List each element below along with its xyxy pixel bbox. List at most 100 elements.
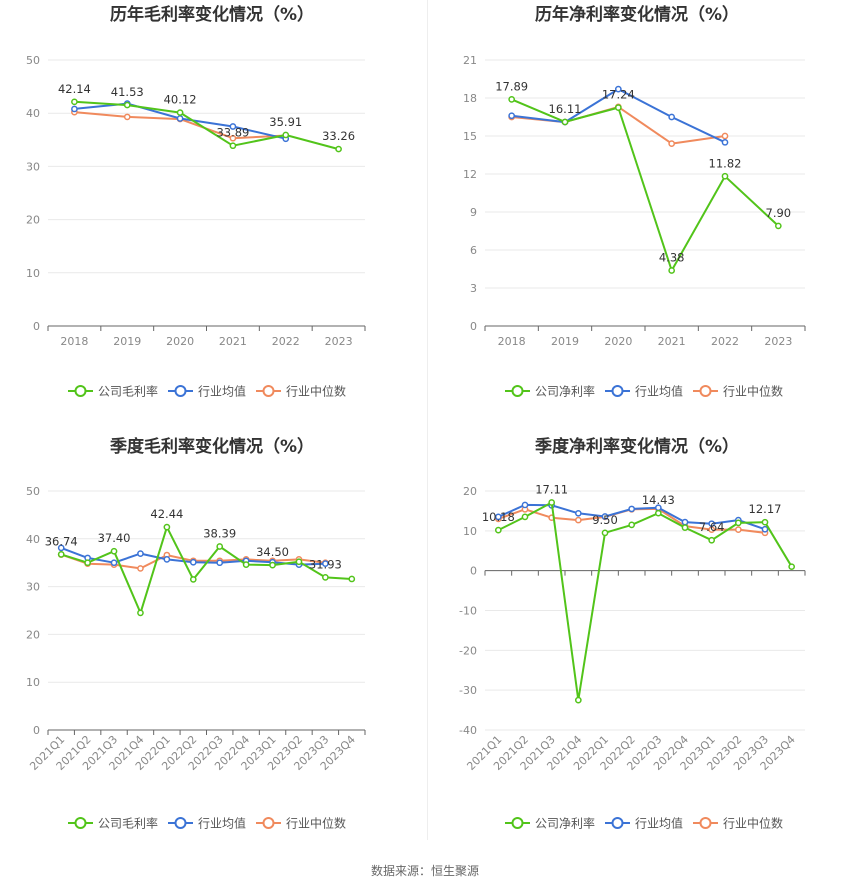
x-tick-label: 2020 (166, 335, 194, 348)
x-tick-label: 2018 (498, 335, 526, 348)
chart-svg: 历年毛利率变化情况（%） 0 10 20 30 40 50 2018 2019 2020 2021 2… (26, 4, 366, 399)
data-label: 10.18 (482, 510, 515, 524)
series-line-company (60, 526, 352, 614)
data-point-industry-avg (681, 518, 689, 526)
y-tick-label: 40 (26, 107, 40, 120)
data-point-industry-avg (189, 558, 197, 566)
data-label: 11.82 (709, 156, 742, 170)
data-point-company (57, 551, 65, 558)
data-point-industry-avg (574, 509, 582, 517)
data-point-company (189, 576, 197, 583)
data-label: 7.64 (699, 520, 725, 534)
data-point-industry-avg (721, 138, 729, 146)
data-point-company (110, 547, 118, 555)
data-point-industry-median (574, 516, 582, 524)
data-point-company (282, 131, 290, 139)
data-label: 34.50 (256, 545, 289, 559)
data-point-company (628, 521, 636, 529)
data-point-industry-avg (57, 544, 65, 552)
legend-label-industry-median: 行业中位数 (286, 816, 346, 831)
data-point-company (561, 118, 569, 126)
data-point-industry-median (229, 134, 237, 142)
data-point-industry-avg (322, 560, 329, 568)
data-point-industry-avg (71, 105, 78, 113)
data-label: 37.40 (98, 531, 131, 545)
data-point-industry-avg (229, 123, 237, 130)
y-tick-label: 15 (463, 130, 477, 143)
data-point-company (295, 558, 303, 566)
legend-marker-industry-avg (611, 385, 624, 397)
data-label: 41.53 (111, 85, 144, 99)
x-tick-label: 2021 (219, 335, 247, 348)
y-tick-label: -30 (459, 684, 477, 697)
y-tick-label: 20 (463, 485, 477, 498)
y-tick-label: 0 (470, 565, 477, 578)
data-point-industry-avg (508, 112, 516, 120)
data-point-industry-median (123, 113, 131, 121)
y-tick-label: 10 (26, 676, 40, 689)
legend-label-industry-median: 行业中位数 (723, 816, 783, 831)
panel-divider (427, 0, 428, 840)
legend-marker-company (511, 385, 524, 397)
data-point-company (708, 536, 716, 544)
y-tick-label: 18 (463, 92, 477, 105)
data-label: 36.74 (45, 534, 78, 548)
y-tick-label: 0 (33, 724, 40, 737)
data-point-company (548, 499, 556, 506)
data-point-company (335, 145, 342, 153)
data-point-industry-avg (628, 505, 636, 513)
y-tick-label: 10 (26, 267, 40, 280)
chart-svg: 季度毛利率变化情况（%）010203040502021Q12021Q22021Q… (26, 436, 366, 831)
data-point-company (348, 575, 356, 583)
data-point-company (176, 109, 184, 116)
data-label: 12.17 (749, 502, 782, 516)
legend-label-industry-median: 行业中位数 (723, 384, 783, 399)
data-point-industry-median (668, 140, 676, 147)
data-label: 17.24 (602, 88, 635, 102)
legend-label-company: 公司毛利率 (98, 816, 158, 831)
data-point-company (521, 513, 529, 521)
data-point-industry-median (708, 526, 716, 533)
data-point-company (788, 563, 796, 571)
x-tick-label: 2023 (325, 335, 353, 348)
legend-marker-industry-median (262, 817, 275, 829)
x-tick-label: 2022 (272, 335, 300, 348)
data-point-company (734, 519, 742, 527)
legend-label-company: 公司净利率 (535, 384, 595, 399)
y-tick-label: 30 (26, 581, 40, 594)
data-point-company (84, 559, 91, 567)
data-label: 7.90 (766, 206, 792, 220)
x-tick-label: 2020 (604, 335, 632, 348)
data-point-company (654, 509, 662, 517)
data-point-company (494, 526, 502, 534)
data-label: 35.91 (269, 115, 302, 129)
data-label: 4.38 (659, 251, 685, 265)
data-label: 16.11 (549, 102, 582, 116)
legend-label-company: 公司净利率 (535, 816, 595, 831)
data-point-company (216, 543, 224, 550)
y-tick-label: 50 (26, 54, 40, 67)
x-tick-label: 2019 (551, 335, 579, 348)
data-point-company (322, 574, 329, 581)
y-tick-label: -40 (459, 724, 477, 737)
data-point-industry-avg (494, 513, 502, 521)
x-tick-label: 2023 (764, 335, 792, 348)
data-point-industry-avg (176, 115, 184, 122)
data-point-industry-avg (521, 501, 529, 509)
y-tick-label: 0 (33, 320, 40, 333)
legend-label-industry-avg: 行业均值 (198, 384, 246, 399)
data-point-company (574, 696, 582, 704)
x-tick-label: 2018 (60, 335, 88, 348)
data-label: 9.50 (592, 513, 618, 527)
chart-title: 季度毛利率变化情况（%） (110, 436, 314, 457)
data-point-company (668, 267, 676, 274)
chart-title: 季度净利率变化情况（%） (535, 436, 739, 457)
chart-svg: 季度净利率变化情况（%）-40-30-20-10010202021Q12021Q… (459, 436, 806, 831)
y-tick-label: 3 (470, 282, 477, 295)
y-tick-label: 40 (26, 533, 40, 546)
legend-marker-company (74, 385, 87, 397)
data-point-industry-avg (601, 513, 609, 520)
legend-marker-company (511, 817, 524, 829)
legend-label-industry-median: 行业中位数 (286, 384, 346, 399)
legend-marker-industry-median (699, 817, 712, 829)
